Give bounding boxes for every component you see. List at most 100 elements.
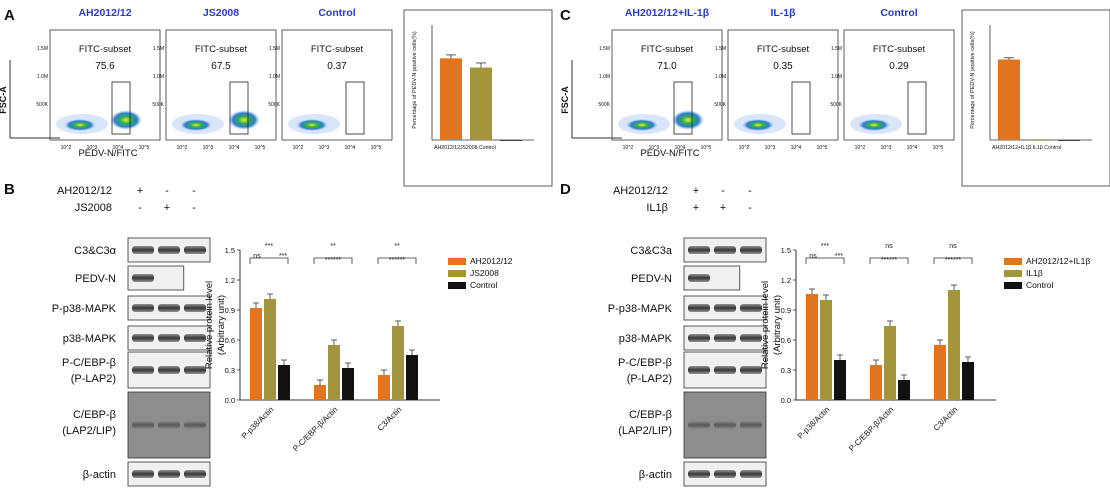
blot-band	[688, 421, 710, 429]
flow-subset-label: FITC-subset	[195, 44, 248, 55]
flow-y-tick: 1.0M	[153, 74, 164, 80]
y-tick-label: 0.9	[781, 306, 791, 315]
legend-swatch	[1004, 258, 1022, 265]
blot-band	[740, 334, 762, 342]
group-label: P-C/EBP-β/Actin	[847, 405, 895, 453]
sig-bracket	[869, 257, 909, 264]
flow-percent-value: 0.29	[889, 61, 909, 72]
blot-band	[132, 304, 154, 312]
flow-x-tick: 10^4	[907, 145, 918, 151]
flow-x-axis-label: PEDV-N/FITC	[640, 148, 699, 159]
blot-band	[184, 421, 206, 429]
legend-swatch	[448, 258, 466, 265]
cell-density-positive	[110, 110, 142, 130]
flow-x-tick: 10^2	[293, 145, 304, 151]
significance-mark: ***	[279, 253, 287, 260]
blot-band	[714, 334, 736, 342]
bar	[998, 59, 1020, 140]
flow-y-tick: 1.0M	[37, 74, 48, 80]
bar	[884, 326, 896, 400]
flow-x-tick: 10^4	[229, 145, 240, 151]
chart-y-label: Relative protein level	[760, 281, 771, 369]
bar-x-ticklabels: AH2012/12+IL1β IL1β Control	[992, 145, 1061, 151]
treatment-label: IL1β	[646, 202, 668, 214]
blot-label: p38-MAPK	[619, 333, 673, 345]
cell-density	[180, 119, 212, 131]
cell-density	[626, 119, 658, 131]
flow-title: IL-1β	[770, 7, 796, 19]
bar	[314, 385, 326, 400]
legend-label: IL1β	[1026, 268, 1043, 278]
bar	[278, 365, 290, 400]
significance-mark: ******	[325, 257, 342, 264]
blot-band	[740, 366, 762, 374]
legend-swatch	[448, 270, 466, 277]
blot-band	[184, 366, 206, 374]
blot-label: PEDV-N	[75, 273, 116, 285]
blot-band	[132, 470, 154, 478]
blot-band	[714, 246, 736, 254]
bar	[948, 290, 960, 400]
blot-label: P-C/EBP-β	[618, 357, 672, 369]
blot-band	[714, 304, 736, 312]
bar	[962, 362, 974, 400]
flow-y-tick: 500K	[268, 102, 280, 108]
cell-density-positive	[228, 110, 260, 130]
blot-band	[714, 366, 736, 374]
flow-x-tick: 10^2	[177, 145, 188, 151]
flow-percent-value: 0.37	[327, 61, 347, 72]
chart-y-label: Relative protein level	[204, 281, 215, 369]
bar	[406, 355, 418, 400]
legend-label: AH2012/12+IL1β	[1026, 256, 1090, 266]
treatment-mark: +	[164, 202, 170, 214]
blot-band	[132, 366, 154, 374]
legend-label: AH2012/12	[470, 256, 513, 266]
group-label: P-C/EBP-β/Actin	[291, 405, 339, 453]
treatment-label: AH2012/12	[613, 185, 668, 197]
cell-density-positive	[672, 110, 704, 130]
treatment-label: JS2008	[75, 202, 112, 214]
blot-label: p38-MAPK	[63, 333, 117, 345]
flow-y-tick: 1.5M	[153, 46, 164, 52]
bar	[392, 326, 404, 400]
flow-title: Control	[880, 7, 917, 19]
flow-subset-label: FITC-subset	[873, 44, 926, 55]
flow-percent-value: 71.0	[657, 61, 677, 72]
group-label: C3/Actin	[376, 405, 404, 433]
bar	[898, 380, 910, 400]
legend-swatch	[1004, 270, 1022, 277]
flow-subset-label: FITC-subset	[641, 44, 694, 55]
flow-x-tick: 10^2	[623, 145, 634, 151]
y-tick-label: 0.6	[225, 336, 235, 345]
flow-x-tick: 10^4	[675, 145, 686, 151]
blot-label: (LAP2/LIP)	[62, 425, 116, 437]
flow-x-tick: 10^3	[87, 145, 98, 151]
bar	[834, 360, 846, 400]
flow-subset-label: FITC-subset	[757, 44, 810, 55]
blot-band	[184, 304, 206, 312]
blot-label: (LAP2/LIP)	[618, 425, 672, 437]
gate-box	[673, 81, 693, 135]
blot-band	[740, 470, 762, 478]
y-tick-label: 0.3	[225, 366, 235, 375]
bar-panel-frame	[961, 9, 1110, 187]
bar	[1058, 140, 1080, 141]
cell-density	[64, 119, 96, 131]
bar	[470, 67, 492, 140]
legend-label: Control	[470, 280, 498, 290]
blot-band	[184, 246, 206, 254]
significance-mark: ***	[835, 253, 843, 260]
blot-band	[132, 246, 154, 254]
blot-band	[740, 304, 762, 312]
blot-band	[158, 334, 180, 342]
flow-y-axis-label: FSC-A	[560, 86, 570, 114]
bar	[342, 368, 354, 400]
flow-y-tick: 500K	[598, 102, 610, 108]
bar	[870, 365, 882, 400]
y-tick-label: 0.6	[781, 336, 791, 345]
blot-label: P-p38-MAPK	[608, 303, 673, 315]
blot-label: β-actin	[83, 469, 116, 481]
bar	[440, 58, 462, 140]
flow-y-tick: 500K	[830, 102, 842, 108]
